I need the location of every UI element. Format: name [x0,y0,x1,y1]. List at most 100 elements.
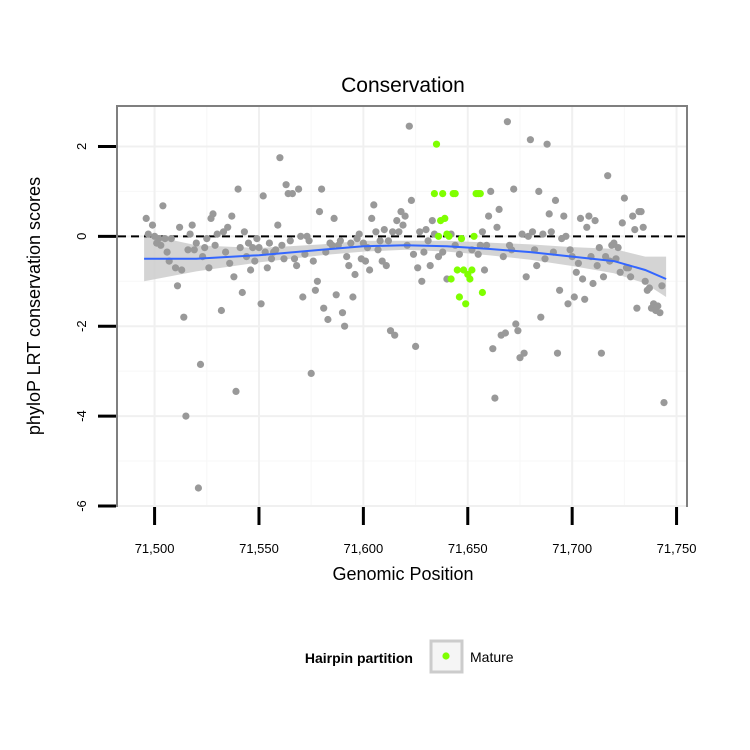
point [330,214,338,222]
point-mature [460,266,468,274]
x-tick-label: 71,600 [343,541,383,556]
point [560,212,568,220]
point [315,208,324,216]
point [332,291,340,299]
point [597,349,606,357]
point [190,246,198,254]
point [226,259,234,267]
point [290,255,299,263]
point [343,253,351,261]
point [161,235,169,243]
point-mature [439,190,447,198]
point [572,268,580,276]
chart-title: Conservation [341,74,465,97]
point [474,250,482,258]
point [614,244,622,252]
point [656,309,664,317]
point [249,244,257,252]
point [167,235,175,243]
point [491,394,499,402]
point [157,241,165,249]
point [349,293,357,301]
point [533,262,541,270]
point [535,187,543,195]
point [576,214,585,222]
point [660,399,668,407]
point [562,232,570,240]
point [370,201,378,209]
point [389,228,397,236]
point-mature [462,300,470,308]
point [386,327,395,335]
point [629,212,637,220]
point [526,136,535,144]
point [259,192,267,200]
point [336,237,344,245]
point [455,250,463,258]
point [301,250,309,258]
point [311,286,319,294]
point [318,185,326,193]
point [520,349,528,357]
point [192,239,200,247]
point-mature [453,266,461,274]
point [286,237,294,245]
point [361,257,370,265]
y-axis-label: phyloP LRT conservation scores [24,177,44,435]
point [293,262,301,270]
point [501,329,509,337]
point [355,230,363,238]
point [203,235,211,243]
point [585,212,593,220]
point [232,387,240,395]
point [405,122,413,130]
point [478,228,486,236]
point [556,286,564,294]
point [503,118,511,126]
point [581,295,589,303]
point [297,232,305,240]
y-tick-label: -2 [74,320,89,332]
point [347,239,355,247]
point [224,223,232,231]
point [414,264,422,272]
point [186,230,194,238]
x-axis: 71,500 71,550 71,600 71,650 71,700 71,750 [135,507,697,556]
point [180,313,188,321]
point [280,255,288,263]
point [553,349,562,357]
point [247,266,255,274]
point [422,226,430,234]
y-tick-label: 2 [74,143,89,150]
point [539,230,547,238]
point [244,239,253,247]
point [645,284,654,292]
point [589,279,597,288]
point [276,154,284,162]
point [372,228,380,236]
point-mature [466,275,474,283]
y-tick-label: -4 [74,410,89,422]
point [173,282,182,290]
point [382,262,390,270]
point [439,248,447,256]
point [384,237,392,245]
point [211,241,219,249]
point [493,223,501,231]
point [641,277,649,285]
point [205,264,213,272]
point [599,273,608,281]
point [618,219,626,227]
point [194,484,202,492]
point [267,255,276,263]
point [401,212,409,220]
point [234,185,242,193]
point [176,223,184,231]
x-tick-label: 71,750 [657,541,697,556]
point-mature [430,190,438,198]
point [238,288,246,297]
point [591,217,599,225]
point [485,212,493,220]
x-tick-label: 71,500 [135,541,175,556]
point [184,246,192,254]
